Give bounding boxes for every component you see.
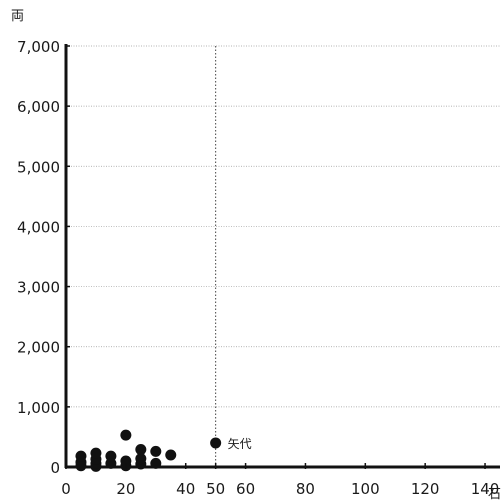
x-axis-unit-label: 石: [488, 487, 501, 500]
x-tick-label: 140: [471, 480, 500, 498]
y-tick-label: 0: [50, 459, 60, 477]
y-tick-label: 5,000: [17, 158, 60, 176]
data-point: [150, 445, 162, 457]
x-tick-label: 40: [176, 480, 195, 498]
data-point: [75, 450, 87, 462]
x-tick-label: 0: [61, 480, 71, 498]
data-point: [120, 455, 132, 467]
x-tick-label: 60: [236, 480, 255, 498]
data-point: [135, 453, 147, 465]
y-tick-label: 7,000: [17, 38, 60, 56]
x-tick-label: 80: [296, 480, 315, 498]
annotation-label: 矢代: [228, 437, 252, 451]
y-tick-labels: 0 1,000 2,000 3,000 4,000 5,000 6,000 7,000: [17, 38, 60, 477]
data-point: [120, 429, 132, 441]
y-tick-label: 2,000: [17, 339, 60, 357]
x-tick-labels: 0 20 40 50 60 80 100 120 140: [61, 480, 499, 498]
y-tick-label: 3,000: [17, 279, 60, 297]
data-point: [165, 449, 177, 461]
data-point: [90, 447, 102, 459]
data-point: [105, 450, 117, 462]
y-tick-label: 1,000: [17, 399, 60, 417]
x-tick-label: 100: [351, 480, 380, 498]
y-tick-label: 6,000: [17, 98, 60, 116]
y-tick-label: 4,000: [17, 218, 60, 236]
y-axis-unit-label: 両: [11, 9, 24, 24]
x-tick-label: 120: [411, 480, 440, 498]
x-tick-label: 20: [116, 480, 135, 498]
grid-lines: [66, 45, 500, 408]
data-point: [210, 437, 222, 449]
axes: [64, 44, 500, 469]
x-tick-label: 50: [206, 480, 225, 498]
data-point: [135, 444, 147, 456]
